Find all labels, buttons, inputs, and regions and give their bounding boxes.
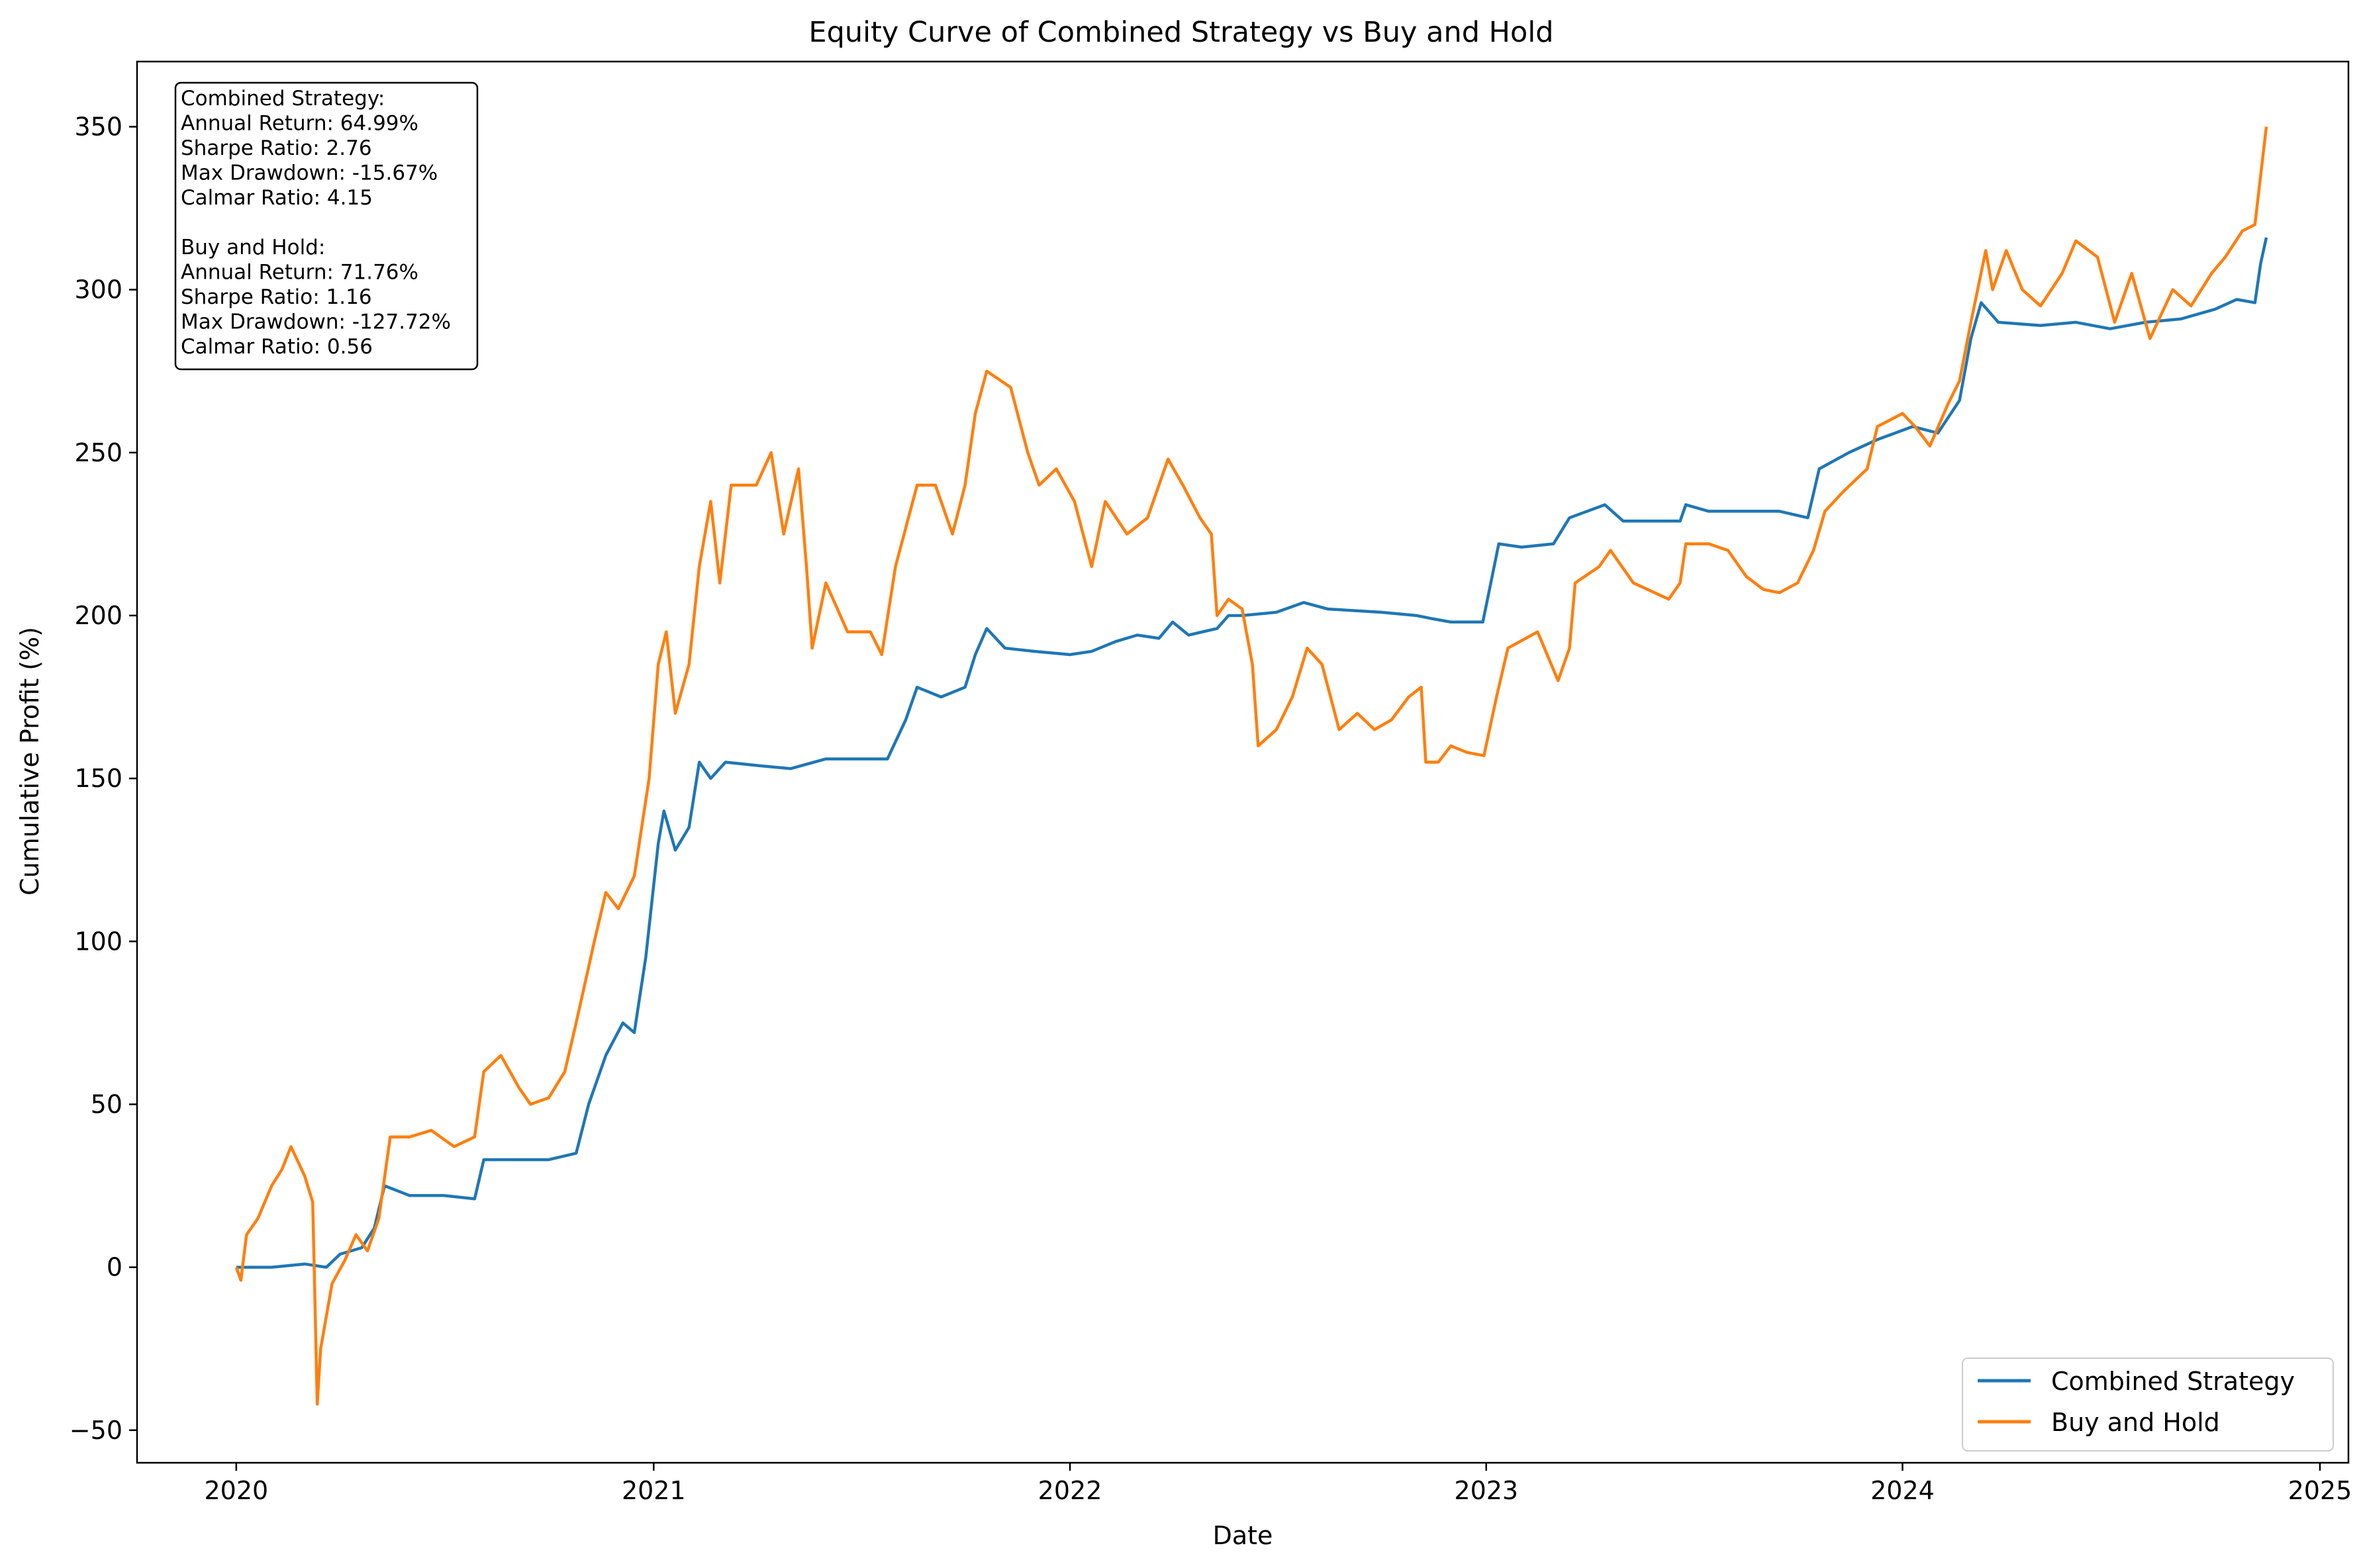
stats-line: Annual Return: 71.76% — [181, 261, 418, 285]
y-tick-label: −50 — [70, 1416, 122, 1445]
combined-strategy-line — [236, 237, 2268, 1269]
legend-label-buy-and-hold: Buy and Hold — [2051, 1408, 2220, 1437]
y-tick-label: 100 — [74, 927, 122, 956]
stats-line: Max Drawdown: -127.72% — [181, 310, 451, 334]
y-axis: −50 0 50 100 150 200 250 300 350 — [70, 112, 137, 1445]
stats-line: Max Drawdown: -15.67% — [181, 161, 438, 185]
series-layer — [234, 126, 2268, 1406]
plot-area — [137, 62, 2348, 1463]
legend-label-combined-strategy: Combined Strategy — [2051, 1367, 2295, 1396]
stats-line: Buy and Hold: — [181, 236, 325, 259]
x-axis: 2020 2021 2022 2023 2024 2025 — [205, 1463, 2352, 1505]
x-axis-label: Date — [1213, 1521, 1273, 1550]
x-tick-label: 2021 — [622, 1476, 686, 1505]
x-tick-label: 2020 — [205, 1476, 269, 1505]
x-tick-label: 2023 — [1454, 1476, 1518, 1505]
y-tick-label: 150 — [74, 764, 122, 793]
y-tick-label: 250 — [74, 438, 122, 467]
chart-title: Equity Curve of Combined Strategy vs Buy… — [808, 16, 1553, 49]
stats-lines: Combined Strategy:Annual Return: 64.99%S… — [181, 87, 451, 359]
stats-box: Combined Strategy:Annual Return: 64.99%S… — [174, 81, 479, 371]
stats-line: Calmar Ratio: 0.56 — [181, 335, 373, 359]
y-axis-label: Cumulative Profit (%) — [15, 627, 44, 896]
x-tick-label: 2025 — [2288, 1476, 2352, 1505]
y-tick-label: 200 — [74, 601, 122, 630]
y-tick-label: 50 — [91, 1089, 122, 1119]
y-tick-label: 350 — [74, 112, 122, 141]
x-tick-label: 2022 — [1038, 1476, 1102, 1505]
legend-frame — [1962, 1358, 2334, 1452]
legend: Combined Strategy Buy and Hold — [1962, 1358, 2334, 1452]
plot-frame — [136, 60, 2350, 1464]
stats-box-frame — [174, 81, 479, 371]
stats-line: Annual Return: 64.99% — [181, 112, 418, 136]
buy-and-hold-line — [234, 126, 2268, 1406]
stats-line: Sharpe Ratio: 1.16 — [181, 285, 372, 309]
stats-line: Calmar Ratio: 4.15 — [181, 186, 373, 210]
y-tick-label: 300 — [74, 275, 122, 304]
stats-line: Combined Strategy: — [181, 87, 385, 111]
y-tick-label: 0 — [107, 1253, 122, 1282]
stats-line: Sharpe Ratio: 2.76 — [181, 136, 372, 160]
x-tick-label: 2024 — [1870, 1476, 1935, 1505]
